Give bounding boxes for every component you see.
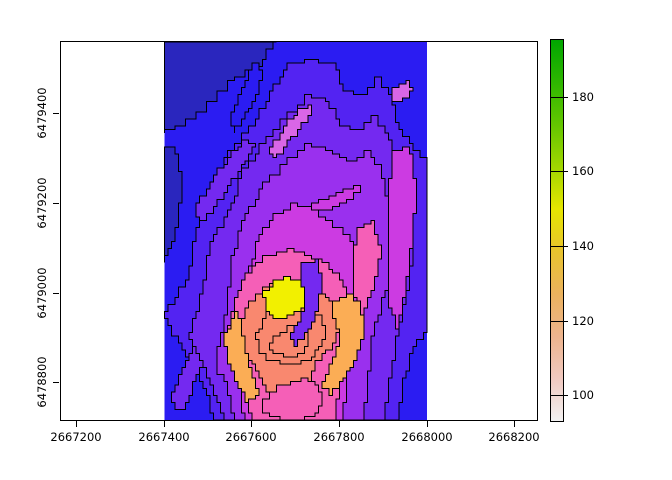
legend-colorbar — [550, 39, 564, 422]
colorbar-legend: 180 160 140 120 100 — [550, 39, 594, 422]
y-tick-label: 6479400 — [35, 87, 49, 138]
legend-tick-label: 120 — [572, 314, 594, 328]
x-tick-label: 2667600 — [225, 430, 276, 444]
x-tick-label: 2667400 — [138, 430, 189, 444]
contour-polygon-magenta-right-col — [388, 146, 417, 330]
x-axis: 2667200 2667400 2667600 2667800 2668000 26682… — [50, 421, 540, 444]
plot-box-border — [60, 41, 538, 421]
x-tick-label: 2668000 — [401, 430, 452, 444]
y-tick-label: 6479000 — [35, 267, 49, 318]
contour-polygon-orchid-streak-a — [269, 104, 312, 158]
y-tick-label: 6478800 — [35, 356, 49, 407]
contour-polygon-orchid-streak-b — [391, 80, 414, 102]
legend-tick-label: 160 — [572, 164, 594, 178]
x-tick-label: 2667800 — [313, 430, 364, 444]
contour-polygon-pink-bottom-ring — [262, 377, 323, 420]
contour-polygon-violet-streak-tl — [195, 139, 256, 228]
x-tick-label: 2667200 — [50, 430, 101, 444]
y-axis: 6479400 6479200 6479000 6478800 — [35, 87, 59, 408]
raster-contour-map — [164, 41, 428, 420]
contour-polygon-navy-left-strip — [164, 146, 183, 263]
contour-polygon-blue-inlet-top — [230, 62, 263, 133]
x-tick-label: 2668200 — [488, 430, 539, 444]
contour-polygon-orange-arc-left — [223, 311, 260, 403]
contour-polygon-orange-arc-right — [321, 293, 365, 396]
legend-tick-label: 100 — [572, 388, 594, 402]
contour-polygon-pink-streak-ur — [353, 220, 382, 322]
contour-polygon-yellow-peak — [262, 276, 305, 319]
y-tick-label: 6479200 — [35, 177, 49, 228]
legend-tick-label: 180 — [572, 90, 594, 104]
legend-tick-label: 140 — [572, 239, 594, 253]
